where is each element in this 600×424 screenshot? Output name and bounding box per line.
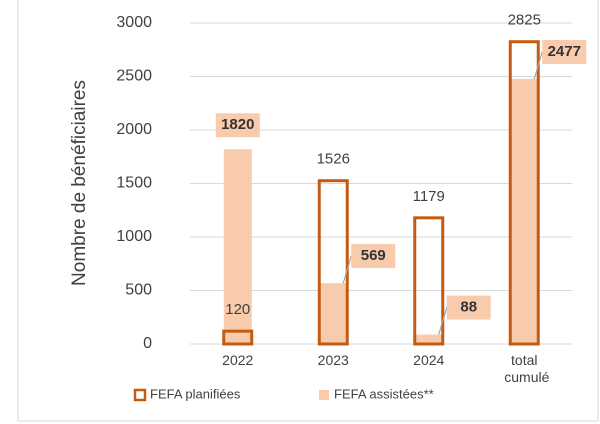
data-label: 1526 — [317, 151, 350, 168]
data-label: 2477 — [548, 43, 581, 60]
y-tick-label: 0 — [143, 335, 152, 352]
bar-planned — [317, 179, 349, 346]
x-tick-label: 2022 — [222, 352, 254, 368]
bar-assisted — [510, 78, 539, 344]
x-tick-label-box: total cumulé — [504, 352, 550, 385]
data-label-box — [542, 39, 587, 64]
data-label-box — [215, 113, 260, 138]
y-tick-label: 500 — [125, 282, 152, 299]
chart-frame — [17, 0, 599, 422]
y-tick-label: 1000 — [116, 228, 152, 245]
data-label-box — [446, 295, 491, 320]
legend-label: FEFA planifiées — [150, 386, 241, 401]
x-tick-label-box: 2022 — [222, 352, 254, 368]
legend-label: FEFA assistées** — [334, 386, 434, 401]
data-label: 88 — [460, 299, 477, 316]
data-label-box — [351, 244, 396, 269]
data-label: 569 — [361, 247, 386, 264]
bar-assisted — [319, 283, 348, 344]
data-label: 1179 — [413, 188, 445, 205]
x-tick-label: 2023 — [317, 352, 349, 368]
data-label: 1820 — [221, 116, 254, 133]
y-tick-label: 2500 — [116, 68, 152, 85]
x-tick-label-box: 2024 — [413, 352, 445, 368]
bar-planned — [222, 329, 254, 346]
legend-swatch — [319, 390, 329, 400]
y-axis-label: Nombre de bénéficiaires — [69, 80, 90, 286]
bar-assisted — [414, 334, 443, 344]
x-tick-label: total cumulé — [504, 352, 550, 385]
y-tick-label: 1500 — [116, 175, 152, 192]
y-tick-label: 3000 — [116, 14, 152, 31]
bar-assisted — [223, 149, 252, 344]
bar-planned — [508, 40, 540, 346]
data-label: 2825 — [508, 12, 541, 29]
x-tick-label: 2024 — [413, 352, 445, 368]
data-label: 120 — [225, 301, 250, 318]
y-tick-label: 2000 — [116, 121, 152, 138]
legend-swatch — [133, 388, 147, 402]
bar-planned — [413, 216, 445, 346]
x-tick-label-box: 2023 — [317, 352, 349, 368]
